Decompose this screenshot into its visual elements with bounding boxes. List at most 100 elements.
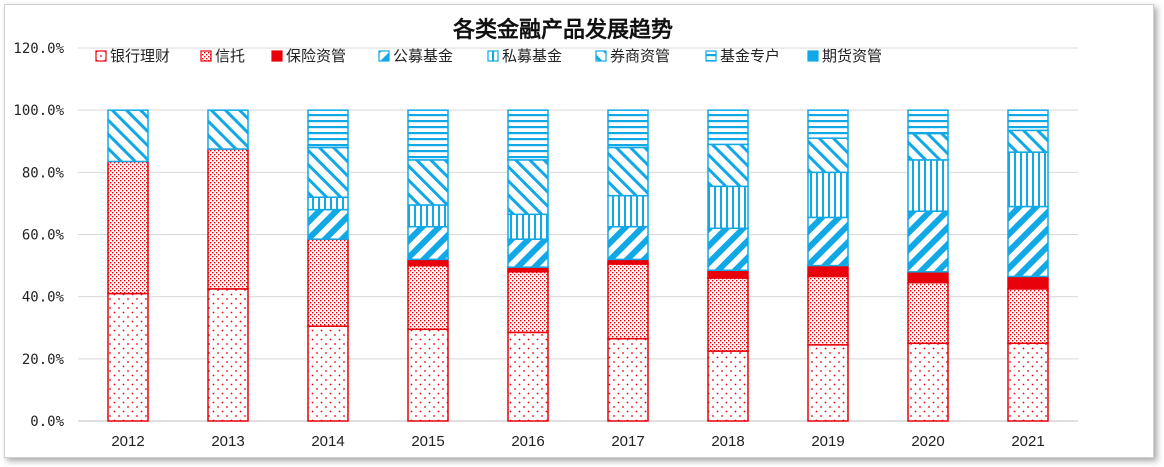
bar-stack-2015 xyxy=(407,109,449,422)
bars xyxy=(107,109,1049,422)
bar-segment-4-2017 xyxy=(607,194,649,228)
legend-swatch-1 xyxy=(200,50,212,62)
legend-swatch-4 xyxy=(487,50,499,62)
legend-swatch-7 xyxy=(807,50,819,62)
bar-segment-6-2021 xyxy=(1007,109,1049,132)
legend-label: 银行理财 xyxy=(110,47,170,65)
bar-segment-0-2012 xyxy=(107,292,149,422)
bar-segment-0-2021 xyxy=(1007,342,1049,422)
bar-segment-2-2019 xyxy=(807,264,849,278)
bar-segment-1-2014 xyxy=(307,238,349,327)
y-tick-label: 80.0% xyxy=(22,165,65,181)
bar-stack-2012 xyxy=(107,109,149,422)
bar-segment-1-2020 xyxy=(907,281,949,345)
bar-segment-4-2016 xyxy=(507,213,549,240)
bar-segment-1-2019 xyxy=(807,275,849,346)
bar-segment-0-2017 xyxy=(607,337,649,422)
bar-segment-2-2015 xyxy=(407,258,449,267)
bar-segment-3-2018 xyxy=(707,227,749,271)
chart-frame xyxy=(4,4,1154,458)
legend: 银行理财 信托 保险资管 公募基金 私募基金 券商资管 基金专户 期货资管 xyxy=(95,47,882,65)
bar-segment-3-2020 xyxy=(907,210,949,273)
bar-segment-5-2018 xyxy=(707,143,749,188)
x-tick-label: 2019 xyxy=(811,433,844,450)
bar-stack-2016 xyxy=(507,109,549,422)
bar-segment-0-2015 xyxy=(407,328,449,422)
y-tick-label: 40.0% xyxy=(22,290,65,306)
bar-segment-0-2013 xyxy=(207,288,249,422)
x-tick-label: 2015 xyxy=(411,433,444,450)
bar-segment-2-2020 xyxy=(907,271,949,284)
bar-segment-3-2019 xyxy=(807,216,849,267)
legend-label: 信托 xyxy=(215,47,245,65)
legend-swatch-6 xyxy=(705,50,717,62)
bar-segment-4-2015 xyxy=(407,204,449,228)
bar-segment-3-2014 xyxy=(307,208,349,240)
bar-segment-6-2020 xyxy=(907,109,949,135)
bar-segment-2-2018 xyxy=(707,269,749,279)
bar-segment-6-2018 xyxy=(707,109,749,146)
bar-segment-4-2014 xyxy=(307,196,349,211)
y-tick-label: 120.0% xyxy=(13,41,64,57)
bar-segment-5-2020 xyxy=(907,132,949,161)
bar-segment-6-2014 xyxy=(307,109,349,149)
bar-segment-1-2016 xyxy=(507,271,549,334)
bar-segment-5-2017 xyxy=(607,146,649,197)
bar-segment-2-2021 xyxy=(1007,275,1049,290)
bar-stack-2013 xyxy=(207,109,249,422)
bar-segment-5-2014 xyxy=(307,146,349,198)
bar-segment-0-2019 xyxy=(807,344,849,422)
bar-segment-5-2015 xyxy=(407,159,449,206)
bar-stack-2021 xyxy=(1007,109,1049,422)
bar-segment-6-2019 xyxy=(807,109,849,139)
bar-segment-0-2016 xyxy=(507,331,549,422)
legend-label: 公募基金 xyxy=(393,47,453,65)
bar-stack-2019 xyxy=(807,109,849,422)
chart-title: 各类金融产品发展趋势 xyxy=(452,17,673,43)
bar-segment-6-2016 xyxy=(507,109,549,161)
bar-segment-6-2015 xyxy=(407,109,449,161)
bar-segment-1-2013 xyxy=(207,148,249,290)
bar-segment-4-2018 xyxy=(707,185,749,230)
bar-segment-5-2019 xyxy=(807,137,849,174)
legend-label: 保险资管 xyxy=(286,47,346,65)
x-tick-label: 2017 xyxy=(611,433,644,450)
x-tick-label: 2012 xyxy=(111,433,144,450)
legend-swatch-0 xyxy=(95,50,107,62)
legend-label: 期货资管 xyxy=(822,47,882,65)
x-tick-label: 2014 xyxy=(311,433,344,450)
bar-stack-2014 xyxy=(307,109,349,422)
bar-segment-5-2016 xyxy=(507,159,549,216)
y-tick-label: 0.0% xyxy=(30,414,64,430)
legend-label: 基金专户 xyxy=(720,47,780,65)
legend-swatch-2 xyxy=(271,50,283,62)
bar-segment-4-2021 xyxy=(1007,151,1049,208)
bar-segment-1-2018 xyxy=(707,277,749,352)
y-tick-label: 100.0% xyxy=(13,103,64,119)
bar-segment-0-2014 xyxy=(307,325,349,422)
legend-swatch-3 xyxy=(378,50,390,62)
bar-segment-3-2017 xyxy=(607,225,649,261)
bar-segment-1-2021 xyxy=(1007,288,1049,345)
x-tick-label: 2018 xyxy=(711,433,744,450)
bar-stack-2020 xyxy=(907,109,949,422)
legend-swatch-5 xyxy=(595,50,607,62)
bar-segment-3-2015 xyxy=(407,225,449,261)
x-axis: 2012 2013 2014 2015 2016 2017 2018 2019 2020 2021 xyxy=(111,433,1044,450)
x-tick-label: 2021 xyxy=(1011,433,1044,450)
x-tick-label: 2013 xyxy=(211,433,244,450)
bar-segment-3-2021 xyxy=(1007,205,1049,278)
bar-segment-0-2018 xyxy=(707,350,749,422)
y-tick-label: 60.0% xyxy=(22,228,65,244)
y-tick-label: 20.0% xyxy=(22,352,65,368)
bar-segment-4-2020 xyxy=(907,159,949,212)
bar-segment-1-2017 xyxy=(607,263,649,340)
bar-segment-0-2020 xyxy=(907,342,949,422)
bar-segment-6-2017 xyxy=(607,109,649,149)
bar-segment-1-2012 xyxy=(107,160,149,295)
bar-segment-3-2016 xyxy=(507,238,549,268)
bar-segment-5-2021 xyxy=(1007,129,1049,153)
bar-stack-2017 xyxy=(607,109,649,422)
x-tick-label: 2016 xyxy=(511,433,544,450)
